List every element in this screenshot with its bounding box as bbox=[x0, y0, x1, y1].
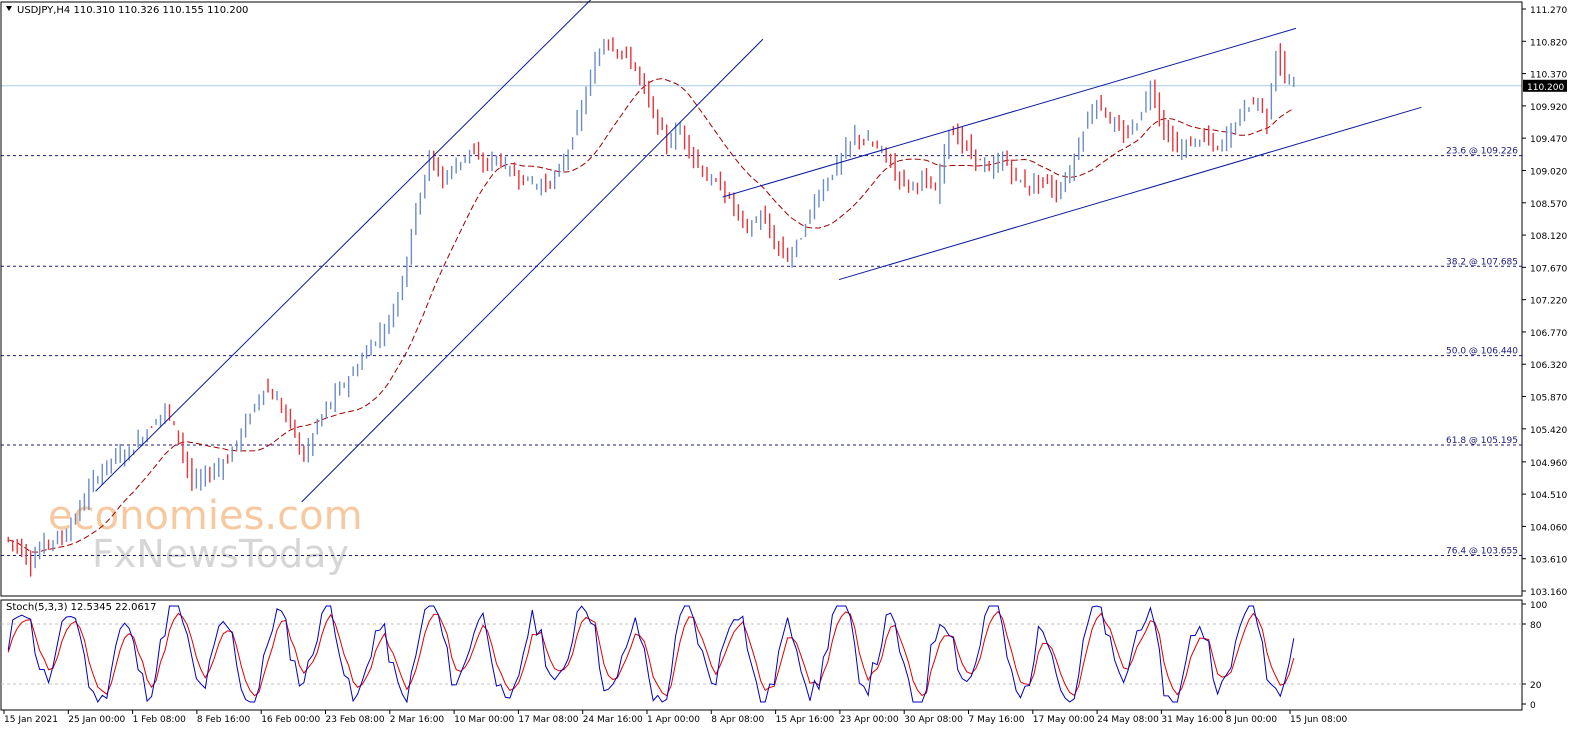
time-tick-label: 8 Feb 16:00 bbox=[197, 715, 251, 725]
price-tick-label: 105.420 bbox=[1530, 426, 1567, 436]
price-axis: 111.270 110.820 110.370 109.920 109.470 109.0… bbox=[1522, 6, 1567, 598]
stoch-tick-label: 20 bbox=[1530, 681, 1542, 691]
price-tick-label: 110.370 bbox=[1530, 71, 1567, 81]
time-tick-label: 1 Feb 08:00 bbox=[133, 715, 187, 725]
watermark-sub: FxNewsToday bbox=[92, 532, 349, 576]
time-tick-label: 17 May 00:00 bbox=[1033, 715, 1095, 725]
stoch-d-line bbox=[7, 610, 1295, 697]
candles bbox=[7, 37, 1295, 577]
price-tick-label: 106.770 bbox=[1530, 329, 1567, 339]
fib-level-label: 76.4 @ 103.655 bbox=[1446, 546, 1518, 556]
price-tick-label: 107.670 bbox=[1530, 264, 1567, 274]
price-tick-label: 110.820 bbox=[1530, 38, 1567, 48]
price-tick-label: 107.220 bbox=[1530, 297, 1567, 307]
time-tick-label: 30 Apr 08:00 bbox=[904, 715, 963, 725]
collapse-triangle-icon[interactable] bbox=[6, 6, 12, 11]
time-tick-label: 15 Apr 16:00 bbox=[776, 715, 835, 725]
channel-line[interactable] bbox=[95, 0, 602, 492]
price-tick-label: 103.160 bbox=[1530, 588, 1567, 598]
stoch-tick-label: 80 bbox=[1530, 621, 1542, 631]
current-price-line: 110.200 bbox=[1, 79, 1567, 93]
symbol-ohlc-text: USDJPY,H4 110.310 110.326 110.155 110.20… bbox=[17, 5, 248, 16]
watermark-brand: economies.com bbox=[48, 493, 363, 539]
moving-average bbox=[8, 78, 1295, 553]
time-tick-label: 15 Jun 08:00 bbox=[1290, 715, 1347, 725]
current-price-label: 110.200 bbox=[1527, 83, 1564, 93]
price-tick-label: 108.570 bbox=[1530, 200, 1567, 210]
fib-level-label: 61.8 @ 105.195 bbox=[1446, 436, 1518, 446]
stochastic-oscillator bbox=[1, 605, 1522, 704]
price-tick-label: 103.610 bbox=[1530, 556, 1567, 566]
fib-level-label: 38.2 @ 107.685 bbox=[1446, 257, 1518, 267]
stoch-tick-label: 100 bbox=[1530, 601, 1547, 611]
price-tick-label: 104.510 bbox=[1530, 491, 1567, 501]
time-tick-label: 25 Jan 00:00 bbox=[68, 715, 125, 725]
price-tick-label: 105.870 bbox=[1530, 394, 1567, 404]
channel-line[interactable] bbox=[838, 106, 1422, 281]
time-tick-label: 24 Mar 16:00 bbox=[583, 715, 643, 725]
stoch-tick-label: 0 bbox=[1530, 701, 1536, 711]
ma-line bbox=[8, 78, 1295, 553]
time-tick-label: 2 Mar 16:00 bbox=[390, 715, 445, 725]
stochastic-axis: 100 80 20 0 bbox=[1522, 601, 1547, 711]
price-tick-label: 106.320 bbox=[1530, 361, 1567, 371]
price-tick-label: 108.120 bbox=[1530, 232, 1567, 242]
fib-level-label: 23.6 @ 109.226 bbox=[1446, 147, 1518, 157]
time-tick-label: 15 Jan 2021 bbox=[4, 715, 58, 725]
time-axis: 15 Jan 2021 25 Jan 00:00 1 Feb 08:00 8 Feb … bbox=[3, 710, 1347, 725]
time-tick-label: 31 May 16:00 bbox=[1161, 715, 1223, 725]
time-tick-label: 7 May 16:00 bbox=[969, 715, 1025, 725]
watermark: economies.com FxNewsToday bbox=[48, 493, 363, 576]
price-tick-label: 109.920 bbox=[1530, 103, 1567, 113]
time-tick-label: 8 Apr 08:00 bbox=[711, 715, 764, 725]
time-tick-label: 8 Jun 00:00 bbox=[1226, 715, 1278, 725]
fib-level-label: 50.0 @ 106.440 bbox=[1446, 347, 1518, 357]
price-tick-label: 111.270 bbox=[1530, 6, 1567, 16]
time-tick-label: 10 Mar 00:00 bbox=[454, 715, 514, 725]
channel-line[interactable] bbox=[722, 27, 1297, 198]
price-tick-label: 104.060 bbox=[1530, 523, 1567, 533]
stochastic-title: Stoch(5,3,3) 12.5345 22.0617 bbox=[6, 602, 157, 613]
time-tick-label: 24 May 08:00 bbox=[1097, 715, 1159, 725]
fibonacci-levels: 23.6 @ 109.226 38.2 @ 107.685 50.0 @ 106.4… bbox=[1, 147, 1522, 556]
price-tick-label: 109.020 bbox=[1530, 167, 1567, 177]
main-chart-frame bbox=[0, 1, 1523, 597]
current-price-tag bbox=[1523, 79, 1567, 92]
time-tick-label: 16 Feb 00:00 bbox=[261, 715, 320, 725]
chart-frames bbox=[0, 1, 1523, 711]
stochastic-frame bbox=[0, 599, 1523, 711]
time-tick-label: 23 Apr 00:00 bbox=[840, 715, 899, 725]
time-tick-label: 17 Mar 08:00 bbox=[518, 715, 578, 725]
stoch-k-line bbox=[7, 605, 1295, 704]
symbol-header: USDJPY,H4 110.310 110.326 110.155 110.20… bbox=[6, 5, 248, 16]
channel-line[interactable] bbox=[301, 38, 764, 503]
time-tick-label: 1 Apr 00:00 bbox=[647, 715, 700, 725]
trend-channels[interactable] bbox=[95, 0, 1422, 503]
price-tick-label: 109.470 bbox=[1530, 135, 1567, 145]
price-tick-label: 104.960 bbox=[1530, 459, 1567, 469]
time-tick-label: 23 Feb 08:00 bbox=[326, 715, 385, 725]
stochastic-header: Stoch(5,3,3) 12.5345 22.0617 bbox=[6, 602, 157, 613]
